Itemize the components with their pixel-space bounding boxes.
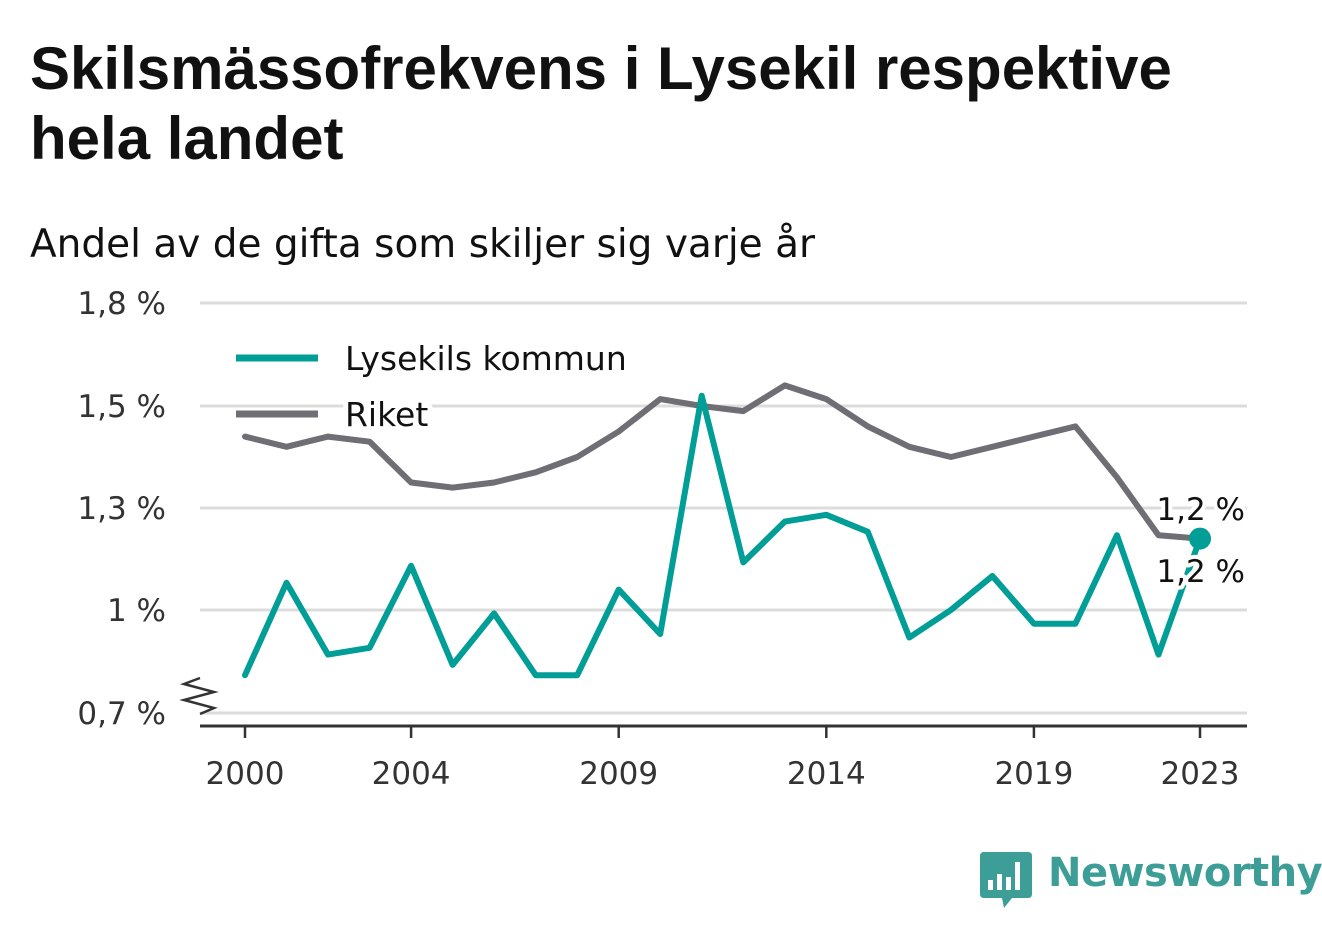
end-label: 1,2 %	[1156, 554, 1245, 590]
y-tick-label: 1,8 %	[77, 286, 166, 322]
chart-title: Skilsmässofrekvens i Lysekil respektive …	[30, 35, 1172, 172]
legend: Lysekils kommun Riket	[236, 334, 632, 439]
newsworthy-logo: Newsworthy	[978, 846, 1322, 916]
axis-break-icon	[179, 676, 219, 716]
bar-chart-speech-bubble-icon	[980, 852, 1032, 908]
end-point-marker	[1189, 527, 1211, 550]
x-axis: 2000 2004 2009 2014 2019 2023	[200, 724, 1247, 792]
legend-label: Riket	[345, 395, 428, 434]
end-labels: 1,2 % 1,2 %	[1152, 488, 1249, 594]
x-tick-label: 2000	[206, 756, 285, 792]
x-tick-label: 2019	[994, 756, 1073, 792]
x-tick-label: 2004	[372, 756, 451, 792]
y-tick-label: 0,7 %	[77, 696, 166, 732]
x-tick-label: 2014	[787, 756, 866, 792]
x-tick-label: 2023	[1161, 756, 1240, 792]
x-tick-label: 2009	[579, 756, 658, 792]
brand-name: Newsworthy	[1048, 850, 1322, 896]
y-tick-label: 1 %	[107, 593, 166, 629]
y-tick-label: 1,5 %	[77, 389, 166, 425]
series-lines	[242, 382, 1211, 679]
legend-label: Lysekils kommun	[345, 339, 627, 378]
series-line-riket	[242, 382, 1203, 542]
y-tick-label: 1,3 %	[77, 491, 166, 527]
end-label: 1,2 %	[1156, 492, 1245, 528]
series-line-lysekil	[242, 392, 1203, 679]
y-axis-ticks: 0,7 % 1 % 1,3 % 1,5 % 1,8 %	[77, 286, 219, 732]
chart-subtitle: Andel av de gifta som skiljer sig varje …	[30, 222, 816, 267]
